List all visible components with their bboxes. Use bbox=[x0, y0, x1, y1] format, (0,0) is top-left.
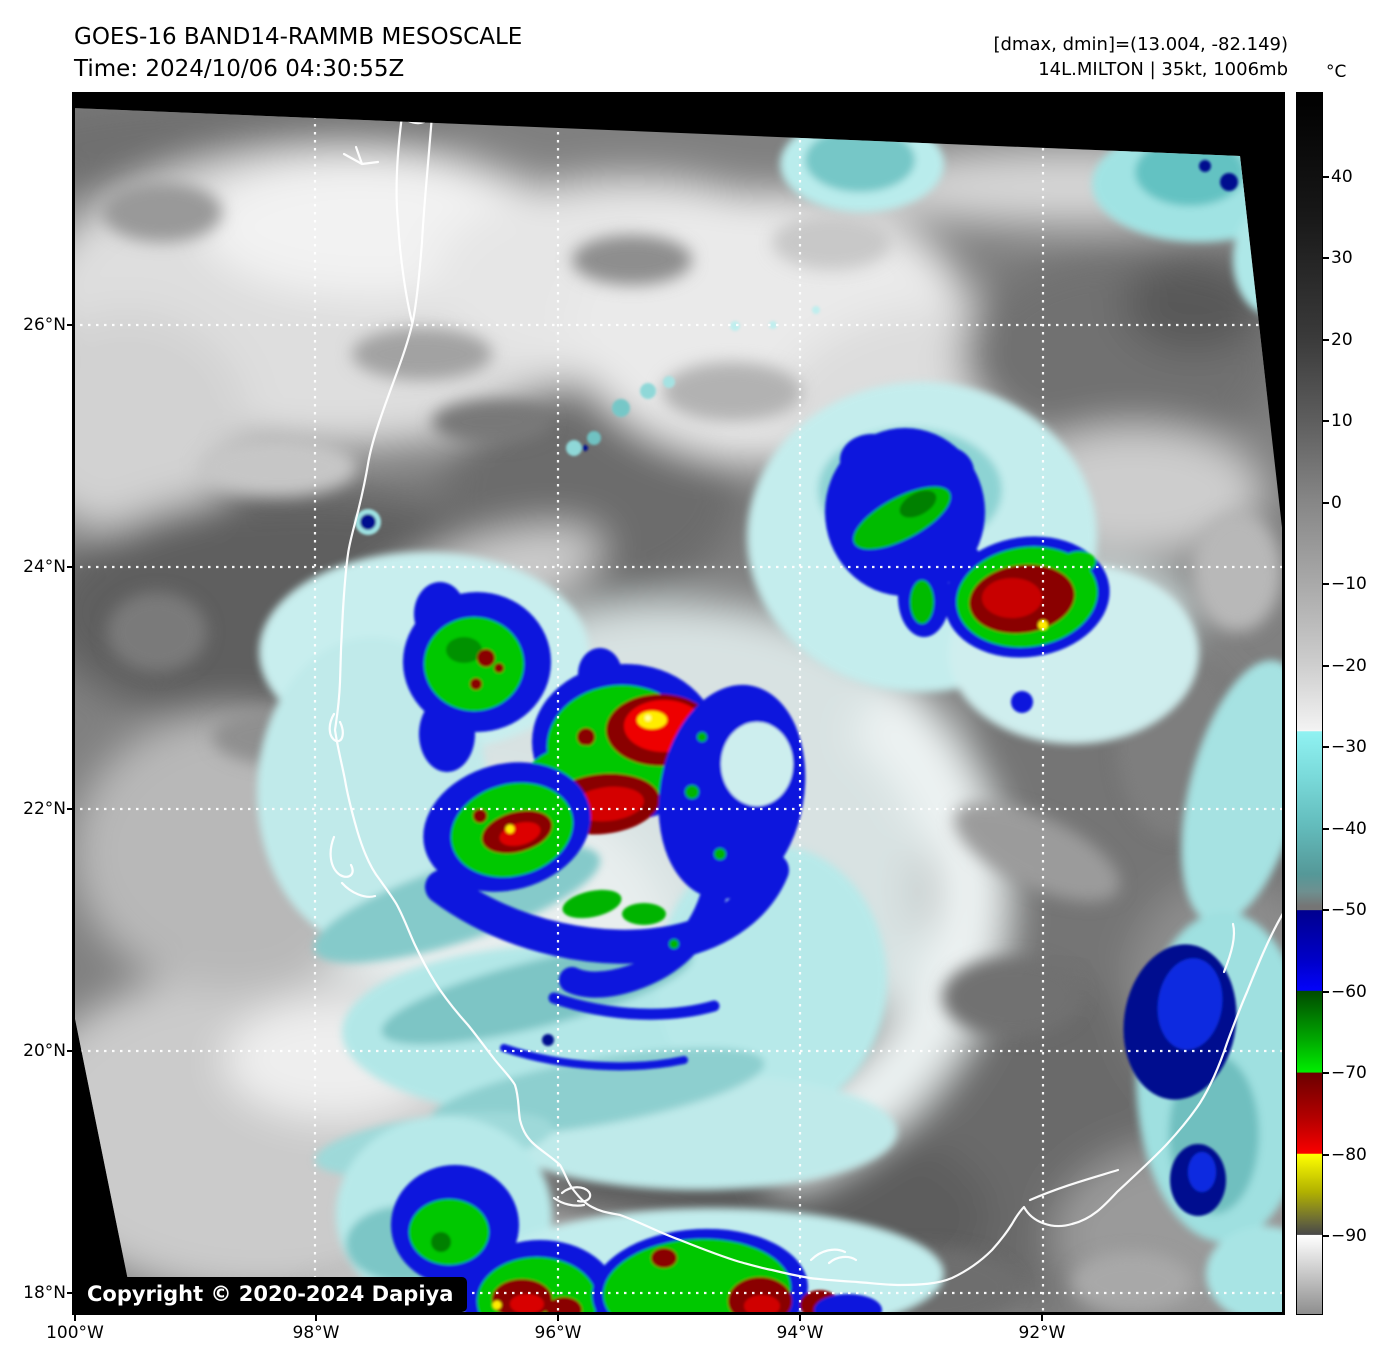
barrier-island-line bbox=[1028, 1168, 1120, 1202]
colorbar-tick-m80: −80 bbox=[1322, 1145, 1377, 1165]
y-tick-label-22n: 22°N bbox=[0, 798, 74, 820]
colorbar-tick-m60: −60 bbox=[1322, 982, 1377, 1002]
colorbar-tick-30: 30 bbox=[1322, 248, 1377, 268]
dmax-dmin-readout: [dmax, dmin]=(13.004, -82.149) bbox=[993, 34, 1288, 55]
plot-border bbox=[72, 92, 1285, 1315]
colorbar-tick-m30: −30 bbox=[1322, 737, 1377, 757]
coastline bbox=[328, 108, 1285, 1287]
x-tick-label-98w: 98°W bbox=[271, 1314, 361, 1344]
storm-info-readout: 14L.MILTON | 35kt, 1006mb bbox=[1038, 59, 1288, 80]
colorbar-unit-label: °C bbox=[1326, 62, 1347, 82]
colorbar-tick-0: 0 bbox=[1322, 493, 1377, 513]
colorbar-tick-m40: −40 bbox=[1322, 819, 1377, 839]
y-tick-label-26n: 26°N bbox=[0, 314, 74, 336]
timestamp: Time: 2024/10/06 04:30:55Z bbox=[74, 56, 405, 82]
page-title: GOES-16 BAND14-RAMMB MESOSCALE bbox=[74, 24, 523, 50]
colorbar-tick-m70: −70 bbox=[1322, 1063, 1377, 1083]
colorbar-tick-m90: −90 bbox=[1322, 1226, 1377, 1246]
colorbar-tick-20: 20 bbox=[1322, 330, 1377, 350]
x-tick-label-94w: 94°W bbox=[755, 1314, 845, 1344]
x-tick-label-92w: 92°W bbox=[997, 1314, 1087, 1344]
colorbar-tick-m10: −10 bbox=[1322, 574, 1377, 594]
copyright-badge: Copyright © 2020-2024 Dapiya bbox=[73, 1277, 468, 1312]
lagoon-inner-line bbox=[395, 108, 414, 324]
satellite-image bbox=[72, 92, 1285, 1315]
x-tick-label-100w: 100°W bbox=[30, 1314, 120, 1344]
y-tick-label-18n: 18°N bbox=[0, 1282, 74, 1304]
temperature-colorbar bbox=[1296, 92, 1323, 1315]
colorbar-tick-m50: −50 bbox=[1322, 900, 1377, 920]
colorbar-tick-10: 10 bbox=[1322, 411, 1377, 431]
colorbar-tick-40: 40 bbox=[1322, 167, 1377, 187]
satellite-map bbox=[72, 92, 1285, 1315]
colorbar-tick-m20: −20 bbox=[1322, 656, 1377, 676]
x-tick-label-96w: 96°W bbox=[513, 1314, 603, 1344]
y-tick-label-24n: 24°N bbox=[0, 556, 74, 578]
y-tick-label-20n: 20°N bbox=[0, 1040, 74, 1062]
